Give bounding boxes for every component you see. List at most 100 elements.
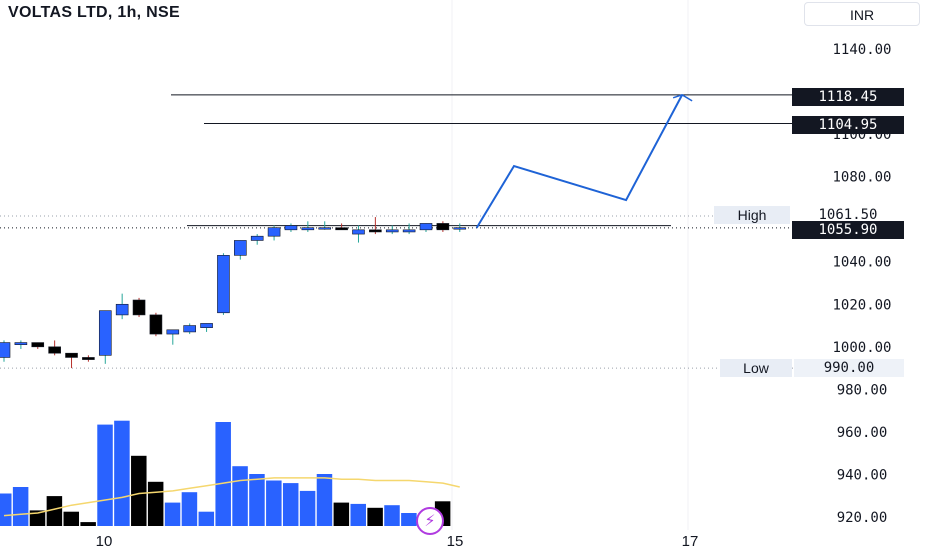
currency-selector[interactable]: INR: [804, 2, 920, 26]
candle-body: [48, 346, 61, 354]
volume-bar: [147, 481, 164, 526]
candle: [385, 225, 399, 235]
candle: [65, 352, 78, 369]
price-tick-label: 1020.00: [832, 297, 891, 313]
volume-bar: [198, 511, 215, 526]
candle: [31, 342, 45, 349]
candle-body: [166, 329, 180, 335]
candle-body: [115, 303, 129, 316]
volume-bar: [316, 474, 333, 526]
volume-bar: [164, 502, 181, 526]
candle: [453, 223, 467, 232]
volume-bar: [367, 507, 383, 526]
candle-body: [183, 325, 196, 333]
volume-bar: [0, 493, 12, 526]
time-tick-label: 17: [682, 533, 699, 550]
symbol-title[interactable]: VOLTAS LTD, 1h, NSE: [8, 4, 180, 21]
volume-bar: [12, 487, 29, 526]
volume-bar: [80, 522, 96, 526]
volume-bar: [401, 513, 417, 526]
candle: [166, 329, 180, 345]
low-label: Low: [720, 359, 792, 377]
time-tick-label: 10: [96, 533, 113, 550]
candle: [115, 293, 129, 320]
volume-bar: [266, 480, 282, 526]
volume-bar: [181, 492, 198, 526]
volume-bar: [63, 511, 80, 526]
candle: [234, 240, 247, 260]
volume-bar: [282, 483, 299, 526]
candle-body: [352, 229, 365, 235]
candle: [14, 340, 28, 349]
candle-body: [200, 323, 213, 328]
candle-body: [14, 342, 28, 345]
projection-arrowhead: [672, 94, 693, 102]
price-tick-label: 1040.00: [832, 255, 891, 271]
volume-bar: [29, 510, 46, 526]
candle-body: [369, 229, 382, 233]
low-value-badge: 990.00: [794, 359, 904, 377]
candle: [267, 225, 281, 241]
price-tick-label: 980.00: [837, 382, 888, 398]
target-mid-badge: 1104.95: [792, 116, 904, 134]
candle: [436, 221, 450, 232]
candle: [98, 310, 112, 364]
high-label: High: [714, 206, 790, 224]
candle: [335, 223, 348, 231]
candle-body: [267, 227, 281, 237]
candle-body: [234, 240, 247, 256]
candle: [82, 355, 95, 362]
candle-body: [65, 352, 78, 358]
lightning-icon[interactable]: ⚡: [416, 507, 444, 535]
volume-bar: [249, 474, 265, 526]
volume-bar: [215, 422, 231, 526]
candle: [149, 312, 163, 337]
candle: [352, 225, 365, 243]
candle-body: [82, 357, 95, 360]
candle: [200, 323, 213, 332]
time-tick-label: 15: [447, 533, 464, 550]
price-tick-label: 1080.00: [832, 170, 891, 186]
price-tick-label: 1140.00: [832, 42, 891, 58]
candle-body: [250, 235, 264, 241]
candle-body: [149, 314, 163, 335]
candle: [0, 340, 11, 362]
candle-body: [453, 227, 467, 230]
candle-body: [436, 223, 450, 231]
price-tick-label: 1000.00: [832, 340, 891, 356]
price-tick-label: 940.00: [837, 467, 888, 483]
candle-body: [217, 255, 230, 314]
candle: [217, 253, 230, 315]
volume-bar: [299, 490, 316, 526]
volume-ma-line: [3, 477, 460, 517]
candle-body: [318, 227, 332, 230]
target-high-badge: 1118.45: [792, 88, 904, 106]
volume-bar: [232, 466, 248, 526]
candle-body: [402, 229, 416, 233]
candle: [369, 217, 382, 235]
candle-body: [284, 225, 298, 231]
candle-body: [419, 223, 433, 231]
price-tick-label: 920.00: [837, 510, 888, 526]
candle: [250, 234, 264, 245]
candle-body: [98, 310, 112, 356]
candle: [183, 323, 196, 335]
projection-path: [475, 94, 684, 229]
volume-bar: [350, 503, 366, 526]
volume-bar: [384, 505, 400, 526]
volume-bar: [97, 424, 113, 526]
volume-bar: [46, 496, 63, 526]
candle-body: [385, 229, 399, 233]
volume-bar: [114, 420, 130, 526]
candle-body: [31, 342, 45, 348]
candle-body: [335, 227, 348, 231]
last-price-badge: 1055.90: [792, 221, 904, 239]
candle: [402, 223, 416, 235]
price-tick-label: 960.00: [837, 425, 888, 441]
candle: [419, 223, 433, 232]
volume-bar: [333, 502, 350, 526]
candle-body: [301, 227, 315, 231]
high-value-badge: 1061.50: [792, 206, 904, 224]
candle-body: [132, 299, 146, 316]
